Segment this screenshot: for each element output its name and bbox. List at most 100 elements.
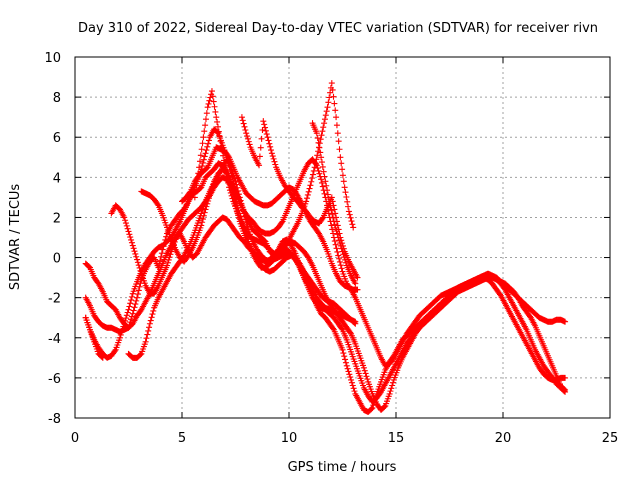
data-point	[389, 382, 396, 389]
data-point	[321, 116, 328, 123]
data-point	[125, 306, 132, 313]
data-point	[225, 179, 232, 186]
data-point	[345, 208, 352, 215]
data-point	[334, 231, 341, 238]
data-point	[348, 379, 355, 386]
data-point	[317, 149, 324, 156]
data-point	[146, 324, 153, 331]
data-point	[131, 248, 138, 255]
data-point	[316, 170, 323, 177]
data-point	[354, 274, 361, 281]
data-point	[143, 335, 150, 342]
data-point	[121, 320, 128, 327]
data-point	[205, 137, 212, 144]
data-point	[327, 89, 334, 96]
data-point	[158, 253, 165, 260]
data-point	[221, 162, 228, 169]
y-axis-ticks: -8 -6 -4 -2 0 2 4 6 8 10	[44, 51, 610, 427]
data-point	[269, 153, 276, 160]
data-point	[338, 265, 345, 272]
data-point	[332, 241, 339, 248]
data-point	[363, 373, 370, 380]
series-track-f	[138, 166, 359, 325]
data-point	[347, 374, 354, 381]
data-point	[165, 256, 172, 263]
series-track-i	[238, 114, 361, 281]
data-point	[127, 234, 134, 241]
data-point	[99, 354, 106, 361]
data-point	[350, 385, 357, 392]
data-point	[331, 206, 338, 213]
data-point	[220, 152, 227, 159]
data-point	[347, 214, 354, 221]
data-point	[338, 160, 345, 167]
data-point	[313, 130, 320, 137]
data-point	[199, 216, 206, 223]
data-point	[207, 94, 214, 101]
data-point	[325, 99, 332, 106]
data-point	[333, 245, 340, 252]
y-tick-label: -8	[48, 412, 61, 427]
data-point	[124, 225, 131, 232]
data-point	[223, 171, 230, 178]
data-point	[128, 239, 135, 246]
data-point	[347, 329, 354, 336]
data-point	[361, 367, 368, 374]
data-point	[369, 404, 376, 411]
data-point	[219, 147, 226, 154]
data-point	[235, 191, 242, 198]
data-point	[217, 138, 224, 145]
data-point	[200, 156, 207, 163]
data-point	[256, 153, 263, 160]
data-point	[200, 212, 207, 219]
data-point	[218, 143, 225, 150]
data-point	[309, 175, 316, 182]
data-point	[210, 181, 217, 188]
data-point	[335, 252, 342, 259]
data-point	[346, 371, 353, 378]
data-point	[328, 222, 335, 229]
data-point	[321, 190, 328, 197]
data-point	[134, 291, 141, 298]
data-point	[331, 221, 338, 228]
data-point	[135, 262, 142, 269]
data-point	[129, 242, 136, 249]
data-point	[342, 189, 349, 196]
data-point	[226, 178, 233, 185]
data-point	[322, 112, 329, 119]
data-points	[82, 80, 569, 415]
data-point	[349, 382, 356, 389]
data-point	[192, 188, 199, 195]
data-point	[238, 200, 245, 207]
data-point	[265, 137, 272, 144]
data-point	[320, 124, 327, 131]
data-point	[256, 162, 263, 169]
data-point	[562, 374, 569, 381]
data-point	[323, 182, 330, 189]
data-point	[234, 184, 241, 191]
data-point	[333, 122, 340, 129]
data-point	[388, 385, 395, 392]
data-point	[202, 150, 209, 157]
data-point	[123, 222, 130, 229]
data-point	[146, 320, 153, 327]
data-point	[340, 251, 347, 258]
data-point	[203, 147, 210, 154]
data-point	[352, 318, 359, 325]
y-tick-label: 0	[53, 252, 61, 267]
data-point	[342, 256, 349, 263]
series-track-k	[82, 314, 106, 361]
data-point	[195, 170, 202, 177]
data-point	[199, 219, 206, 226]
data-point	[147, 317, 154, 324]
data-point	[344, 365, 351, 372]
data-point	[339, 346, 346, 353]
data-point	[307, 182, 314, 189]
data-point	[345, 368, 352, 375]
data-point	[243, 130, 250, 137]
series-track-c	[82, 126, 569, 383]
data-point	[205, 100, 212, 107]
data-point	[149, 311, 156, 318]
data-point	[332, 210, 339, 217]
